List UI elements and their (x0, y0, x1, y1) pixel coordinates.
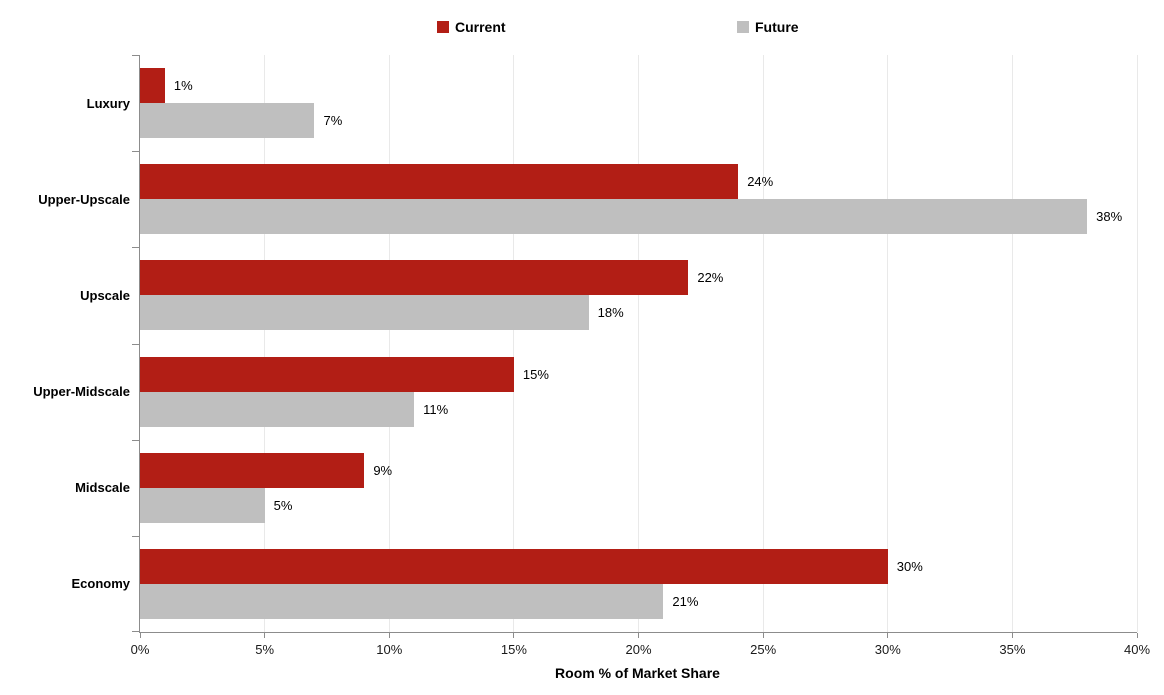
bar-current (140, 548, 888, 584)
data-label-current: 15% (522, 366, 549, 382)
x-axis-tick (1136, 633, 1138, 638)
x-axis-tick (388, 633, 390, 638)
plot-area: Luxury 1% 7% Upper-Upscale 24% 38% Upscale 22% 1… (33, 55, 1150, 657)
data-label-future: 38% (1096, 209, 1123, 225)
x-axis-tick (1011, 633, 1013, 638)
category-tick (132, 247, 139, 248)
category-label: Upscale (80, 287, 130, 303)
grid-line (887, 55, 889, 632)
x-axis-tick-label: 15% (500, 642, 527, 657)
x-axis-title: Room % of Market Share (555, 665, 720, 681)
grid-line (264, 55, 266, 632)
category-tick (132, 55, 139, 56)
x-axis-tick-label: 35% (999, 642, 1026, 657)
bar-current (140, 356, 514, 392)
bar-current (140, 164, 739, 200)
category-label: Luxury (86, 95, 130, 111)
x-axis-tick-label: 0% (130, 642, 150, 657)
data-label-current: 1% (173, 78, 193, 94)
grid-line (1011, 55, 1013, 632)
bar-current (140, 68, 165, 104)
data-label-future: 5% (273, 497, 293, 513)
legend-item-current: Current (437, 20, 506, 34)
grid-line (762, 55, 764, 632)
bar-future (140, 103, 315, 139)
legend-swatch-current-icon (437, 21, 449, 33)
grid-line (1136, 55, 1138, 632)
x-axis-tick (887, 633, 889, 638)
x-axis-tick (638, 633, 639, 638)
x-axis-tick (139, 633, 141, 638)
grid-line (638, 55, 639, 632)
category-label: Economy (71, 576, 130, 592)
x-axis-tick-label: 5% (255, 642, 275, 657)
category-label: Upper-Midscale (33, 384, 130, 400)
category-tick (132, 440, 139, 441)
x-axis-tick-label: 20% (625, 642, 652, 657)
x-axis-tick-label: 30% (874, 642, 901, 657)
bar-future (140, 391, 415, 427)
category-tick (132, 151, 139, 152)
legend-swatch-future-icon (737, 21, 749, 33)
data-label-future: 18% (597, 305, 624, 321)
grid-line (513, 55, 515, 632)
category-tick (132, 631, 139, 632)
data-label-future: 11% (423, 401, 449, 417)
bar-future (140, 487, 265, 523)
data-label-current: 22% (697, 270, 724, 286)
x-axis-tick-label: 10% (376, 642, 403, 657)
category-tick (132, 536, 139, 537)
x-axis-tick (264, 633, 266, 638)
category-tick (132, 344, 139, 345)
category-label: Upper-Upscale (38, 191, 130, 207)
legend-label-future: Future (755, 19, 799, 35)
data-label-current: 24% (747, 174, 774, 190)
legend-item-future: Future (737, 20, 799, 34)
legend-label-current: Current (455, 19, 506, 35)
category-label: Midscale (75, 480, 130, 496)
bar-future (140, 295, 589, 331)
x-axis-tick (762, 633, 764, 638)
bar-future (140, 199, 1088, 235)
data-label-current: 30% (896, 558, 923, 574)
bar-current (140, 452, 365, 488)
data-label-future: 21% (672, 593, 699, 609)
data-label-current: 9% (373, 462, 393, 478)
x-axis-tick (513, 633, 515, 638)
bar-future (140, 583, 664, 619)
x-axis-tick-label: 40% (1123, 642, 1151, 657)
data-label-future: 7% (323, 113, 343, 129)
bar-current (140, 260, 689, 296)
grid-line (388, 55, 390, 632)
x-axis-tick-label: 25% (750, 642, 777, 657)
